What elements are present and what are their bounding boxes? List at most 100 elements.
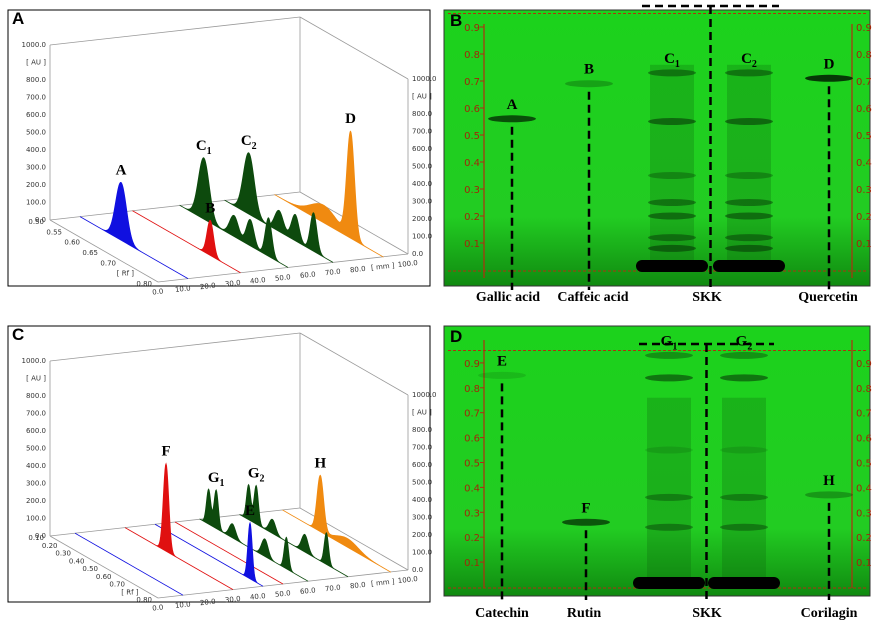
mm-tick-label: 50.0 <box>275 589 291 599</box>
band <box>805 491 853 498</box>
rf-tick-label: 0.80 <box>136 280 152 288</box>
rf-tick-label: 0.80 <box>136 596 152 604</box>
band-label-letter: D <box>824 56 835 72</box>
rf-tick-label: 0.70 <box>100 259 116 267</box>
peak-label-letter: A <box>116 162 127 178</box>
mm-tick-label: 20.0 <box>200 598 216 608</box>
tick-label: 0.6 <box>464 434 480 445</box>
y-tick-label: 400.0 <box>412 180 432 188</box>
mm-tick-label: 30.0 <box>225 279 241 289</box>
band-label-letter: C <box>664 51 675 67</box>
band <box>648 213 696 220</box>
band <box>720 494 768 501</box>
y-tick-label: [ AU ] <box>412 409 432 417</box>
tick-label: 0.2 <box>856 212 872 223</box>
origin-spot <box>713 260 785 272</box>
y-tick-label: 0.0 <box>412 566 423 574</box>
tick-label: 0.5 <box>856 459 872 470</box>
mm-tick-label: 10.0 <box>175 600 191 610</box>
y-tick-label: 700.0 <box>412 444 432 452</box>
y-tick-label: 100.0 <box>26 515 46 523</box>
peak-label-letter: H <box>314 455 326 471</box>
band <box>648 172 696 179</box>
mm-tick-label: 0.0 <box>152 287 164 296</box>
y-tick-label: 200.0 <box>412 531 432 539</box>
y-tick-label: 200.0 <box>26 181 46 189</box>
panel-letter: A <box>12 9 24 28</box>
band <box>645 447 693 454</box>
peak-label: A <box>116 162 127 178</box>
y-tick-label: 200.0 <box>26 497 46 505</box>
band-label: B <box>584 62 594 78</box>
y-tick-label: 700.0 <box>26 94 46 102</box>
tick-label: 0.6 <box>856 104 872 115</box>
band <box>805 75 853 82</box>
y-tick-label: 1000.0 <box>22 41 47 49</box>
densitogram-panel: C1000.01000.0[ AU ][ AU ]800.0800.0700.0… <box>8 325 437 613</box>
tick-label: 0.4 <box>464 158 480 169</box>
tick-label: 0.9 <box>856 23 872 34</box>
band-label: E <box>497 353 507 369</box>
tick-label: 0.3 <box>856 185 872 196</box>
peak-label: F <box>161 444 170 460</box>
tick-label: 0.6 <box>856 434 872 445</box>
origin-spot <box>633 577 705 589</box>
y-tick-label: 800.0 <box>26 392 46 400</box>
y-tick-label: 500.0 <box>26 129 46 137</box>
mm-tick-label: 80.0 <box>350 581 366 591</box>
tick-label: 0.1 <box>856 558 872 569</box>
peak-label-sub: 2 <box>260 473 265 484</box>
peak-label-sub: 1 <box>207 146 212 157</box>
band <box>725 69 773 76</box>
lane-label: Gallic acid <box>476 290 540 305</box>
band-label: D <box>824 56 835 72</box>
y-tick-label: 1000.0 <box>412 75 437 83</box>
y-tick-label: 300.0 <box>26 480 46 488</box>
peak-label-letter: D <box>345 111 356 127</box>
tick-label: 0.8 <box>856 384 872 395</box>
y-tick-label: 400.0 <box>26 146 46 154</box>
y-tick-label: 600.0 <box>412 461 432 469</box>
band-label-sub: 1 <box>675 59 680 70</box>
y-tick-label: 600.0 <box>412 145 432 153</box>
y-tick-label: 1000.0 <box>22 357 47 365</box>
peak-label-letter: G <box>248 465 260 481</box>
band <box>488 115 536 122</box>
rf-tick-label: 0.60 <box>64 239 80 247</box>
band <box>725 245 773 252</box>
y-tick-label: 0.0 <box>412 250 423 258</box>
band <box>725 234 773 241</box>
rf-tick-label: [ Rf ] <box>117 270 135 278</box>
origin-spot <box>708 577 780 589</box>
peak-label-letter: F <box>161 444 170 460</box>
band <box>648 69 696 76</box>
y-tick-label: 100.0 <box>26 199 46 207</box>
tick-label: 0.1 <box>464 239 480 250</box>
peak-label: D <box>345 111 356 127</box>
y-tick-label: 100.0 <box>412 233 432 241</box>
figure: A 1000.0 1000.0 [ AU ] [ AU ] 800.0 800.0 700.0… <box>0 0 872 621</box>
y-tick-label: 800.0 <box>412 110 432 118</box>
mm-tick-label: 0.0 <box>152 603 164 612</box>
tick-label: 0.9 <box>464 359 480 370</box>
band <box>648 234 696 241</box>
mm-tick-label: 40.0 <box>250 276 266 286</box>
y-tick-label: 400.0 <box>26 462 46 470</box>
y-tick-label: [ AU ] <box>26 375 46 383</box>
mm-tick-label: 60.0 <box>300 270 316 280</box>
tick-label: 0.2 <box>464 533 480 544</box>
tick-label: 0.2 <box>464 212 480 223</box>
tick-label: 0.5 <box>464 459 480 470</box>
lane-label: Rutin <box>567 606 601 621</box>
peak-label-letter: C <box>196 138 207 154</box>
peak-label: B <box>205 200 215 216</box>
tick-label: 0.5 <box>856 131 872 142</box>
y-tick-label: 600.0 <box>26 427 46 435</box>
peak-label: H <box>314 455 326 471</box>
tick-label: 0.3 <box>856 508 872 519</box>
y-tick-label: 800.0 <box>26 76 46 84</box>
peak-label-sub: 1 <box>220 478 225 489</box>
y-tick-label: 500.0 <box>412 479 432 487</box>
